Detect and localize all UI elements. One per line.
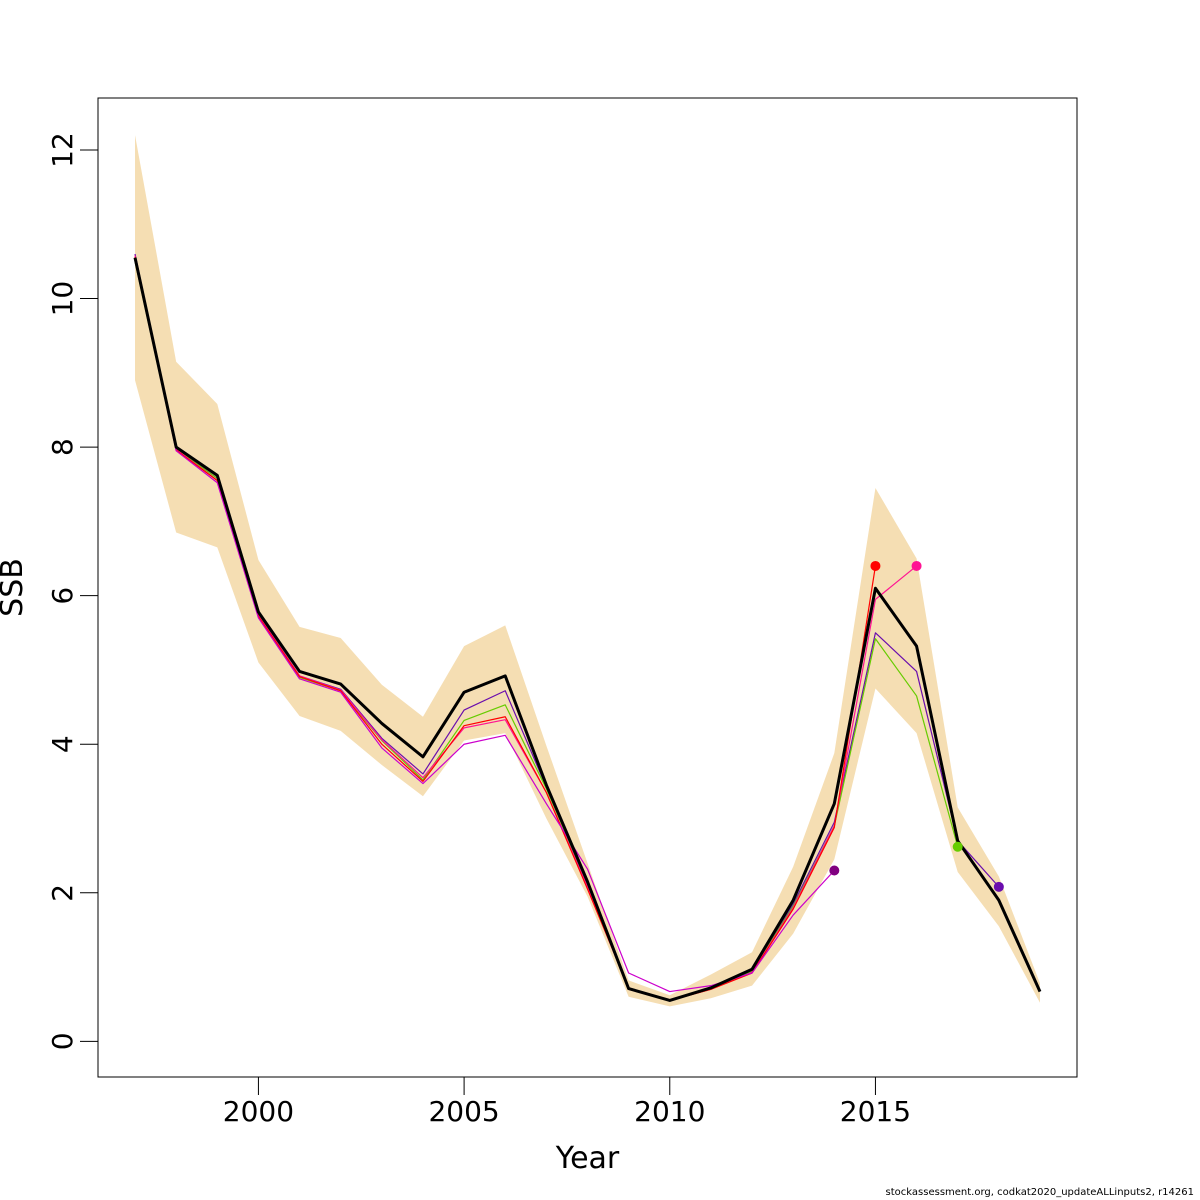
y-tick-label: 10	[46, 281, 79, 317]
series-end-point-2	[952, 841, 963, 852]
y-axis: 0 2 4 6 8 10 12	[46, 132, 99, 1050]
y-tick-label: 0	[46, 1032, 79, 1050]
series-end-point-4	[870, 560, 881, 571]
x-axis: 2000 2005 2010 2015	[223, 1076, 911, 1128]
y-tick-label: 2	[46, 884, 79, 902]
series-end-point-6	[829, 865, 840, 876]
y-tick-label: 12	[46, 132, 79, 168]
y-axis-title: SSB	[0, 558, 30, 617]
footer-credit-note: stockassessment.org, codkat2020_updateAL…	[885, 1187, 1194, 1198]
end-points-layer	[829, 560, 1004, 892]
x-tick-label: 2015	[840, 1095, 911, 1128]
y-tick-label: 4	[46, 735, 79, 753]
series-end-point-3	[911, 560, 922, 571]
series-layer	[133, 253, 1042, 1002]
y-tick-label: 8	[46, 438, 79, 456]
x-axis-title: Year	[555, 1141, 620, 1176]
x-tick-label: 2000	[223, 1095, 294, 1128]
x-tick-label: 2005	[428, 1095, 499, 1128]
x-tick-label: 2010	[634, 1095, 705, 1128]
series-line-0	[133, 257, 1042, 1002]
y-tick-label: 6	[46, 587, 79, 605]
series-end-point-1	[993, 881, 1004, 892]
